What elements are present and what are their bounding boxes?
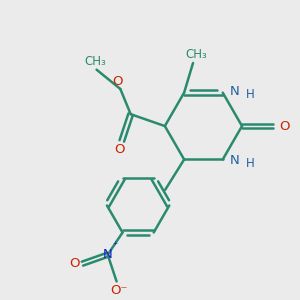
Text: N: N	[229, 154, 239, 167]
Text: H: H	[246, 88, 255, 100]
Text: O: O	[69, 257, 80, 270]
Text: H: H	[246, 158, 255, 170]
Text: O: O	[114, 143, 125, 156]
Text: O: O	[280, 120, 290, 133]
Text: N: N	[229, 85, 239, 98]
Text: O: O	[113, 75, 123, 88]
Text: CH₃: CH₃	[185, 48, 207, 61]
Text: ⁺: ⁺	[112, 242, 118, 251]
Text: N: N	[103, 248, 112, 261]
Text: O⁻: O⁻	[110, 284, 128, 297]
Text: CH₃: CH₃	[84, 55, 106, 68]
